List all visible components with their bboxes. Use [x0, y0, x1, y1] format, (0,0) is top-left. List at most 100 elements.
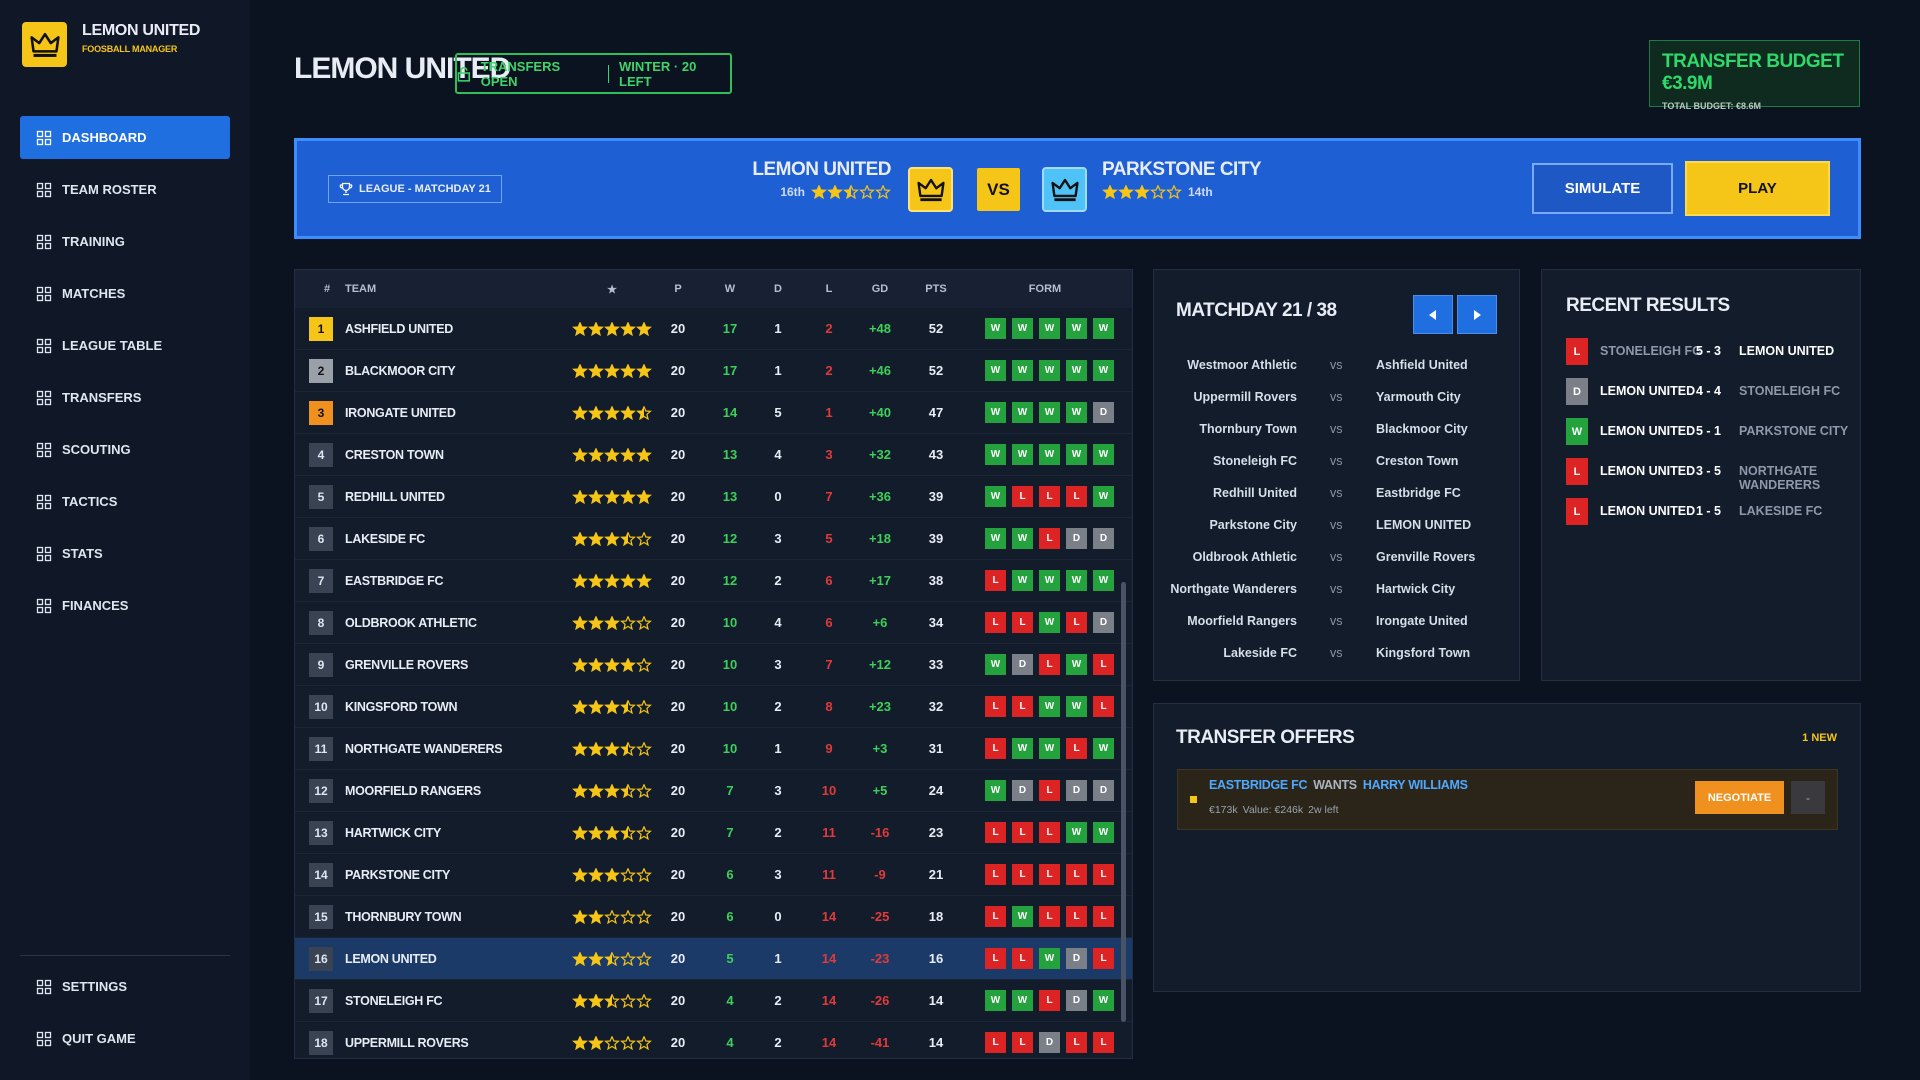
footer-label: QUIT GAME	[62, 1031, 136, 1046]
star-row	[573, 406, 644, 419]
rank-cell: 5	[309, 484, 345, 509]
star-row	[572, 531, 652, 546]
rating-cell	[567, 783, 657, 798]
nav-item[interactable]: TRAINING	[20, 220, 230, 263]
next-button[interactable]	[1457, 295, 1497, 334]
table-row[interactable]: 8 OLDBROOK ATHLETIC 20 10 4 6 +6 34 L L W L D	[295, 602, 1132, 644]
star-row	[573, 910, 603, 923]
dismiss-button[interactable]: -	[1791, 781, 1825, 814]
fixture-vs: vs	[1330, 646, 1343, 660]
points: 38	[928, 573, 944, 588]
team-name: BLACKMOOR CITY	[345, 363, 456, 378]
star-fill	[572, 742, 628, 756]
table-row[interactable]: 10 KINGSFORD TOWN 20 10 2 8 +23 32 L L W W L	[295, 686, 1132, 728]
table-row[interactable]: 16 LEMON UNITED 20 5 1 14 -23 16 L L W D L	[295, 938, 1132, 980]
played: 20	[670, 825, 686, 840]
simulate-button[interactable]: SIMULATE	[1532, 163, 1673, 214]
versus: VS	[977, 168, 1020, 211]
star-row	[572, 993, 652, 1008]
form-box: W	[1012, 444, 1033, 465]
nav-item[interactable]: SCOUTING	[20, 428, 230, 471]
nav-item[interactable]: TRANSFERS	[20, 376, 230, 419]
star-rating	[572, 825, 652, 840]
form-box: D	[1012, 780, 1033, 801]
table-row[interactable]: 11 NORTHGATE WANDERERS 20 10 1 9 +3 31 L W W L W	[295, 728, 1132, 770]
nav-item[interactable]: FINANCES	[20, 584, 230, 627]
team-name: PARKSTONE CITY	[345, 867, 451, 882]
nav-item[interactable]: STATS	[20, 532, 230, 575]
star-row	[572, 1035, 652, 1050]
away-position: 14th	[1188, 185, 1213, 199]
table-row[interactable]: 4 CRESTON TOWN 20 13 4 3 +32 43 W W W W W	[295, 434, 1132, 476]
star-fill	[572, 364, 652, 378]
table-row[interactable]: 15 THORNBURY TOWN 20 6 0 14 -25 18 L W L L L	[295, 896, 1132, 938]
form-box: W	[1093, 360, 1114, 381]
matchday-title: MATCHDAY 21 / 38	[1176, 300, 1337, 321]
fixture: Redhill United vs Eastbridge FC	[1154, 478, 1521, 510]
nav-item[interactable]: TEAM ROSTER	[20, 168, 230, 211]
star-rating	[572, 867, 652, 882]
table-row[interactable]: 7 EASTBRIDGE FC 20 12 2 6 +17 38 L W W W W	[295, 560, 1132, 602]
nav-item[interactable]: DASHBOARD	[20, 116, 230, 159]
rank: 7	[309, 568, 333, 593]
game-subtitle: FOOSBALL MANAGER	[82, 44, 178, 54]
played: 20	[670, 783, 686, 798]
form-box: L	[1093, 864, 1114, 885]
play-button[interactable]: PLAY	[1687, 163, 1828, 214]
nav-label: TEAM ROSTER	[62, 182, 157, 197]
rating-cell	[567, 573, 657, 588]
form-box: L	[985, 570, 1006, 591]
fixture: Uppermill Rovers vs Yarmouth City	[1154, 382, 1521, 414]
fixture-vs: vs	[1330, 582, 1343, 596]
points: 43	[928, 447, 944, 462]
star-row	[573, 1036, 603, 1049]
nav-label: TACTICS	[62, 494, 118, 509]
won: 12	[722, 573, 738, 588]
rank: 13	[309, 820, 333, 845]
drawn: 0	[774, 489, 782, 504]
window-status: TRANSFERS OPEN	[480, 58, 561, 89]
fixture-away: Blackmoor City	[1376, 422, 1468, 436]
table-row[interactable]: 2 BLACKMOOR CITY 20 17 1 2 +46 52 W W W W W	[295, 350, 1132, 392]
form-box: L	[985, 612, 1006, 633]
table-row[interactable]: 6 LAKESIDE FC 20 12 3 5 +18 39 W W L D D	[295, 518, 1132, 560]
star-row	[573, 868, 619, 881]
table-row[interactable]: 13 HARTWICK CITY 20 7 2 11 -16 23 L L L W W	[295, 812, 1132, 854]
result: L LEMON UNITED 3 - 5 NORTHGATE WANDERERS	[1566, 458, 1856, 492]
table-row[interactable]: 18 UPPERMILL ROVERS 20 4 2 14 -41 14 L L D L L	[295, 1022, 1132, 1058]
nav-item[interactable]: TACTICS	[20, 480, 230, 523]
nav-item[interactable]: MATCHES	[20, 272, 230, 315]
table-row[interactable]: 9 GRENVILLE ROVERS 20 10 3 7 +12 33 W D L W L	[295, 644, 1132, 686]
rating-cell	[567, 615, 657, 630]
star-row	[573, 742, 628, 755]
goal-diff: -25	[870, 909, 890, 924]
drawn: 1	[774, 951, 782, 966]
table-row[interactable]: 12 MOORFIELD RANGERS 20 7 3 10 +5 24 W D L D D	[295, 770, 1132, 812]
table-row[interactable]: 17 STONELEIGH FC 20 4 2 14 -26 14 W W L D W	[295, 980, 1132, 1022]
rank-cell: 14	[309, 862, 345, 887]
fixture-home: Westmoor Athletic	[1187, 358, 1297, 372]
prev-button[interactable]	[1413, 295, 1453, 334]
played: 20	[670, 489, 686, 504]
table-row[interactable]: 5 REDHILL UNITED 20 13 0 7 +36 39 W L L L W	[295, 476, 1132, 518]
won: 13	[722, 447, 738, 462]
negotiate-button[interactable]: NEGOTIATE	[1695, 781, 1784, 814]
nav-label: DASHBOARD	[62, 130, 147, 145]
table-row[interactable]: 3 IRONGATE UNITED 20 14 5 1 +40 47 W W W W D	[295, 392, 1132, 434]
table-row[interactable]: 1 ASHFIELD UNITED 20 17 1 2 +48 52 W W W W W	[295, 308, 1132, 350]
goal-diff: -26	[870, 993, 890, 1008]
form-box: W	[1012, 402, 1033, 423]
scrollbar[interactable]	[1121, 582, 1126, 1022]
table-row[interactable]: 14 PARKSTONE CITY 20 6 3 11 -9 21 L L L L L	[295, 854, 1132, 896]
crown-icon	[916, 178, 945, 201]
nav-item[interactable]: LEAGUE TABLE	[20, 324, 230, 367]
form-box: D	[1066, 528, 1087, 549]
form-box: W	[1066, 696, 1087, 717]
played: 20	[670, 363, 686, 378]
footer-item[interactable]: SETTINGS	[20, 965, 230, 1008]
fixture-home: Northgate Wanderers	[1170, 582, 1297, 596]
lost: 7	[825, 657, 833, 672]
footer-item[interactable]: QUIT GAME	[20, 1017, 230, 1060]
